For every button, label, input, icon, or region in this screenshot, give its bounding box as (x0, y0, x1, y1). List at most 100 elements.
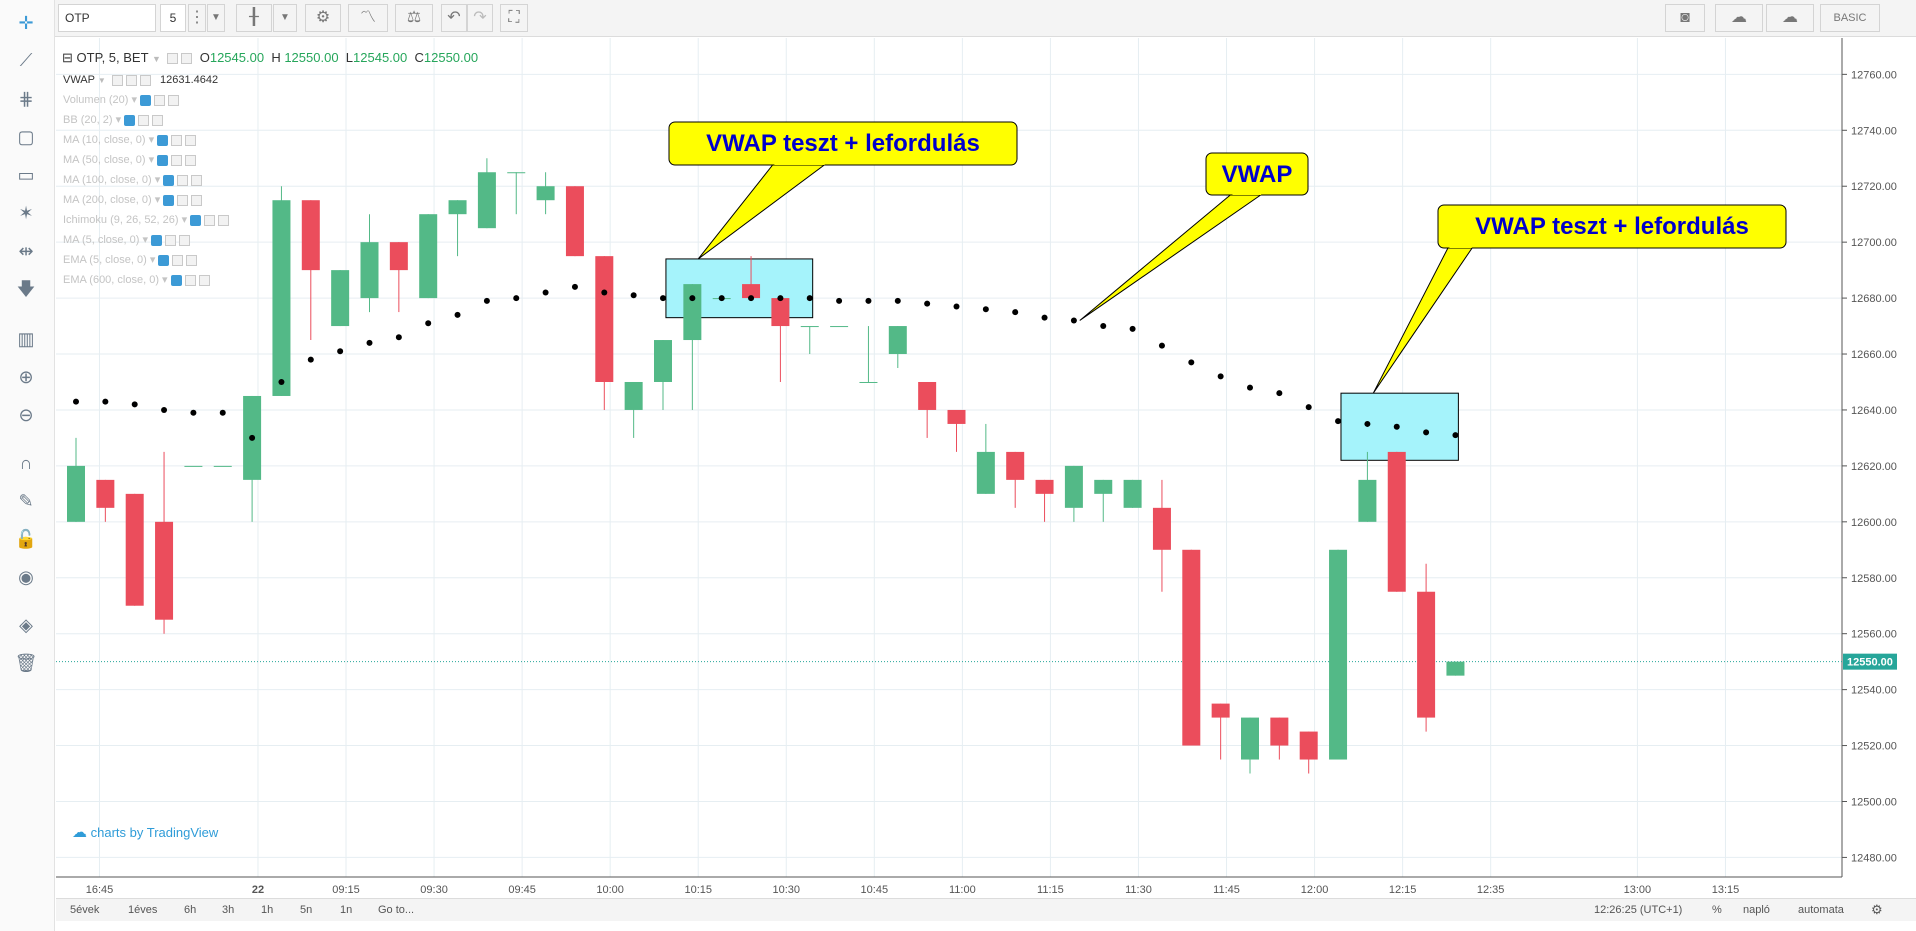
lock-icon[interactable]: 🔓 (14, 529, 38, 549)
candle-body[interactable] (96, 479, 115, 508)
chevron-down-icon[interactable]: ▾ (159, 274, 168, 286)
candle-body[interactable] (1299, 731, 1318, 760)
candle-body[interactable] (859, 381, 878, 383)
chevron-down-icon[interactable]: ▾ (151, 194, 161, 206)
candle-body[interactable] (1035, 479, 1054, 494)
trash-icon[interactable]: 🗑 (14, 653, 38, 673)
log-toggle[interactable]: napló (1743, 904, 1770, 916)
candle-body[interactable] (448, 200, 467, 215)
candle-body[interactable] (1446, 661, 1465, 676)
candle-body[interactable] (1006, 451, 1025, 480)
interval-select[interactable]: 5 (160, 4, 186, 32)
range-1d[interactable]: 1n (340, 904, 353, 916)
candle-body[interactable] (1182, 549, 1201, 746)
candle-body[interactable] (1329, 549, 1348, 760)
candle-body[interactable] (830, 326, 849, 328)
eye-icon[interactable] (163, 194, 175, 206)
candle-body[interactable] (1064, 465, 1083, 508)
range-5d[interactable]: 5n (300, 904, 313, 916)
indicator-legend-row[interactable]: EMA (600, close, 0) ▾ (63, 272, 210, 288)
candle-body[interactable] (1241, 717, 1259, 760)
range-3h[interactable]: 3h (222, 904, 235, 916)
measure-icon[interactable]: ⇹ (18, 241, 34, 261)
candle-body[interactable] (976, 451, 995, 494)
pattern-icon[interactable]: ✶ (18, 203, 34, 223)
settings-icon[interactable] (184, 274, 196, 286)
screenshot-button[interactable]: ◙ (1665, 4, 1705, 32)
settings-icon[interactable] (138, 114, 150, 126)
symbol-input[interactable]: OTP (58, 4, 156, 32)
candle-body[interactable] (67, 465, 85, 522)
chevron-down-icon[interactable]: ▾ (112, 114, 122, 126)
candle-body[interactable] (800, 326, 819, 328)
candle-body[interactable] (536, 186, 555, 201)
chevron-down-icon[interactable]: ▾ (145, 134, 155, 146)
candle-body[interactable] (1094, 479, 1113, 494)
fib-icon[interactable]: ⋕ (18, 89, 34, 109)
candle-body[interactable] (565, 186, 584, 257)
auto-scale-toggle[interactable]: automata (1798, 904, 1844, 916)
tradingview-brand[interactable]: ☁ charts by TradingView (72, 823, 218, 841)
save-layout-button[interactable]: ☁ (1766, 4, 1814, 32)
close-icon[interactable] (168, 94, 180, 106)
eye-icon[interactable] (124, 114, 136, 126)
eye-icon[interactable] (190, 214, 202, 226)
candle-body[interactable] (1211, 703, 1230, 718)
lock-drawing-icon[interactable]: ✎ (18, 491, 34, 511)
candle-body[interactable] (1123, 479, 1142, 508)
close-icon[interactable] (198, 274, 210, 286)
candle-body[interactable] (301, 200, 320, 271)
trend-line-icon[interactable]: ⟋ (19, 50, 33, 70)
compare-button[interactable]: ⚖ (395, 4, 433, 32)
indicator-legend-row[interactable]: EMA (5, close, 0) ▾ (63, 252, 198, 268)
candle-body[interactable] (213, 465, 232, 467)
close-icon[interactable] (152, 114, 164, 126)
chevron-down-icon[interactable]: ▾ (146, 254, 156, 266)
indicator-legend-row[interactable]: MA (10, close, 0) ▾ (63, 132, 197, 148)
eye-icon[interactable] (163, 174, 175, 186)
arrow-down-icon[interactable]: 🡇 (16, 279, 36, 299)
candle-body[interactable] (888, 326, 907, 355)
indicator-legend-row[interactable]: Ichimoku (9, 26, 52, 26) ▾ (63, 212, 230, 228)
eye-icon[interactable] (158, 254, 170, 266)
candle-body[interactable] (331, 270, 350, 327)
close-icon[interactable] (185, 134, 197, 146)
callout-box[interactable] (1437, 204, 1787, 249)
magnet-icon[interactable]: ∩ (19, 453, 33, 473)
settings-icon[interactable] (165, 234, 176, 246)
settings-icon[interactable] (167, 53, 179, 65)
candle-body[interactable] (272, 200, 291, 396)
settings-icon[interactable] (154, 94, 166, 106)
settings-button[interactable]: ⚙ (305, 4, 341, 32)
chevron-down-icon[interactable]: ▼ (151, 54, 161, 64)
candle-body[interactable] (1358, 479, 1377, 522)
candle-body[interactable] (771, 298, 790, 327)
candle-body[interactable] (389, 242, 408, 271)
load-layout-button[interactable]: ☁ (1715, 4, 1763, 32)
collapse-icon[interactable]: ⊟ (62, 50, 73, 65)
indicator-legend-row[interactable]: BB (20, 2) ▾ (63, 112, 164, 128)
crosshair-icon[interactable]: ✛ (18, 13, 34, 33)
zoom-in-icon[interactable]: ⊕ (18, 367, 34, 387)
goto-date-button[interactable]: Go to... (378, 904, 415, 916)
settings-icon[interactable] (204, 214, 216, 226)
close-icon[interactable] (191, 194, 203, 206)
vwap-legend-row[interactable]: VWAP ▼ 12631.4642 (63, 72, 218, 89)
eye-icon[interactable] (157, 134, 169, 146)
range-5y[interactable]: 5évek (70, 904, 100, 916)
close-icon[interactable] (186, 254, 198, 266)
candle-body[interactable] (1387, 451, 1406, 592)
candle-body[interactable] (360, 242, 379, 299)
indicator-legend-row[interactable]: MA (200, close, 0) ▾ (63, 192, 203, 208)
candle-body[interactable] (477, 172, 496, 229)
close-icon[interactable] (181, 53, 193, 65)
candle-body[interactable] (507, 172, 526, 174)
plot-background[interactable] (56, 38, 1842, 877)
percent-toggle[interactable]: % (1712, 904, 1722, 916)
series-title[interactable]: OTP, 5, BET (76, 50, 149, 65)
rectangle-icon[interactable]: ▢ (17, 127, 35, 147)
candle-body[interactable] (155, 521, 174, 620)
interval-dropdown-button[interactable]: ▼ (207, 4, 225, 32)
chart-style-dropdown[interactable]: ▼ (273, 4, 297, 32)
